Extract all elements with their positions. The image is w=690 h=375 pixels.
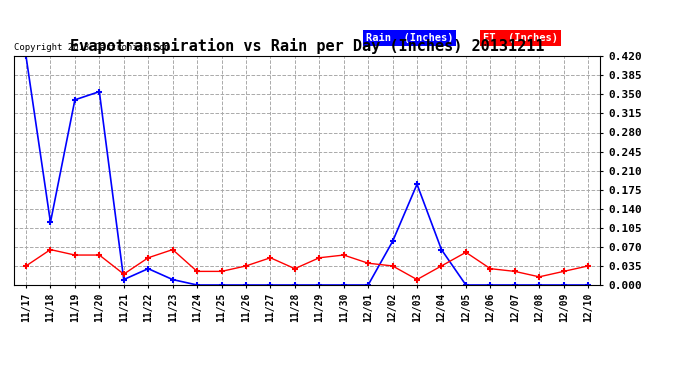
Text: ET  (Inches): ET (Inches) (483, 33, 558, 43)
Text: Rain  (Inches): Rain (Inches) (366, 33, 453, 43)
Title: Evapotranspiration vs Rain per Day (Inches) 20131211: Evapotranspiration vs Rain per Day (Inch… (70, 38, 544, 54)
Text: Copyright 2013 Cartronics.com: Copyright 2013 Cartronics.com (14, 43, 170, 52)
